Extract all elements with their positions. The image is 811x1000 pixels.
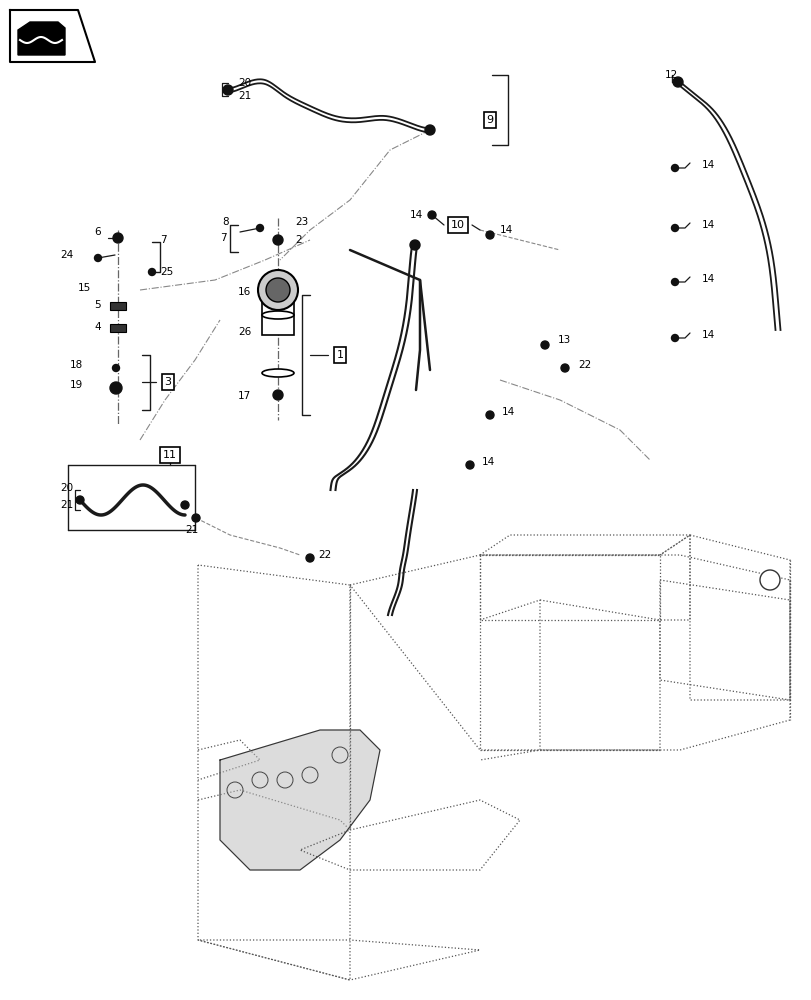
Text: 14: 14 [501,407,515,417]
Ellipse shape [262,369,294,377]
Circle shape [671,225,678,232]
Text: 21: 21 [185,525,198,535]
Circle shape [672,77,682,87]
Text: 14: 14 [702,220,714,230]
Text: 13: 13 [557,335,571,345]
Text: 3: 3 [165,377,171,387]
Circle shape [560,364,569,372]
Text: 10: 10 [450,220,465,230]
Text: 18: 18 [70,360,84,370]
Circle shape [223,85,233,95]
Circle shape [94,254,101,261]
Text: 20: 20 [238,78,251,88]
Text: 8: 8 [221,217,229,227]
Circle shape [256,225,264,232]
Circle shape [410,240,419,250]
Text: 12: 12 [664,70,677,80]
Circle shape [113,364,119,371]
Ellipse shape [262,311,294,319]
Text: 14: 14 [410,210,423,220]
Text: 14: 14 [482,457,495,467]
Circle shape [258,270,298,310]
Circle shape [191,514,200,522]
Circle shape [486,231,493,239]
Circle shape [272,235,283,245]
Text: 16: 16 [238,287,251,297]
Text: 4: 4 [94,322,101,332]
Text: 1: 1 [336,350,343,360]
Circle shape [148,268,156,275]
Circle shape [671,278,678,286]
Circle shape [427,211,436,219]
Circle shape [424,125,435,135]
Text: 11: 11 [163,450,177,460]
Text: 14: 14 [702,274,714,284]
Text: 7: 7 [160,235,166,245]
Polygon shape [18,22,65,55]
Text: 6: 6 [94,227,101,237]
Text: 15: 15 [78,283,91,293]
Circle shape [486,411,493,419]
Circle shape [306,554,314,562]
Circle shape [266,278,290,302]
Bar [109,302,126,310]
Circle shape [181,501,189,509]
Bar [262,297,294,335]
Circle shape [272,390,283,400]
Text: 21: 21 [60,500,73,510]
Text: 14: 14 [702,160,714,170]
Text: 20: 20 [60,483,73,493]
Circle shape [76,496,84,504]
Circle shape [671,165,678,172]
Text: 24: 24 [60,250,73,260]
Polygon shape [220,730,380,870]
Circle shape [671,334,678,342]
Text: 5: 5 [94,300,101,310]
Text: 17: 17 [238,391,251,401]
Text: 2: 2 [294,235,301,245]
Text: 14: 14 [500,225,513,235]
Text: 22: 22 [577,360,590,370]
Circle shape [109,382,122,394]
Bar [109,324,126,332]
Text: 26: 26 [238,327,251,337]
Text: 23: 23 [294,217,308,227]
Polygon shape [10,10,95,62]
Circle shape [466,461,474,469]
Circle shape [113,233,122,243]
Text: 14: 14 [702,330,714,340]
Text: 21: 21 [238,91,251,101]
Text: 22: 22 [318,550,331,560]
Text: 19: 19 [70,380,84,390]
Text: 7: 7 [220,233,226,243]
Circle shape [759,570,779,590]
Text: 9: 9 [486,115,493,125]
Text: 25: 25 [160,267,173,277]
Circle shape [540,341,548,349]
